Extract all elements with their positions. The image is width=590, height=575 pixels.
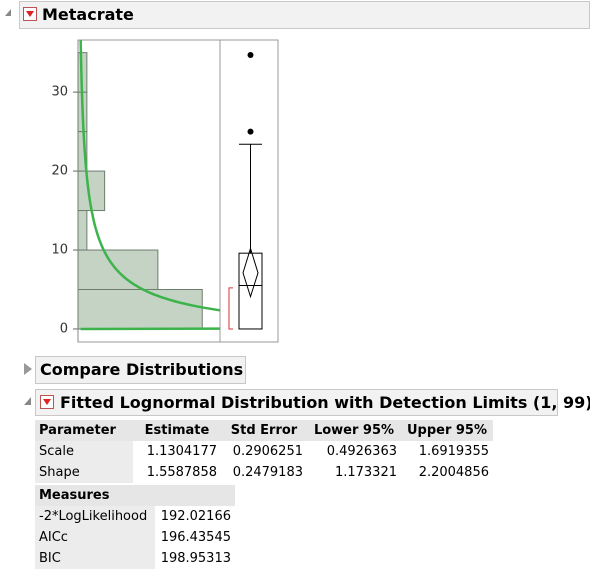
collapse-toggle[interactable]	[24, 397, 31, 405]
cell: 1.173321	[334, 465, 397, 480]
column-header: Std Error	[221, 420, 307, 441]
header-row: Measures	[35, 485, 235, 506]
cell: 1.5587858	[146, 465, 217, 480]
y-tick-label: 30	[51, 85, 68, 100]
section-header: Metacrate	[19, 1, 590, 29]
cell: 1.1304177	[146, 444, 217, 459]
column-header: Upper 95%	[401, 420, 493, 441]
column-header: Lower 95%	[307, 420, 401, 441]
y-tick-label: 20	[51, 164, 68, 179]
parameter-table: Parameter Estimate Std Error Lower 95% Upper…	[35, 420, 493, 483]
row-label: BIC	[35, 548, 155, 569]
column-header: Estimate	[133, 420, 221, 441]
row: Shape 1.5587858 0.2479183 1.173321 2.2004856	[35, 462, 493, 483]
header-row: Parameter Estimate Std Error Lower 95% Upper…	[35, 420, 493, 441]
column-header	[155, 485, 235, 506]
section-title: Metacrate	[42, 5, 134, 24]
row-label: Shape	[35, 462, 133, 483]
cell: 0.4926363	[326, 444, 397, 459]
section-header: Fitted Lognormal Distribution with Detec…	[35, 389, 590, 416]
cell: 0.2479183	[232, 465, 303, 480]
cell: 2.2004856	[418, 465, 489, 480]
plot-area: 0 10 20 30	[51, 39, 279, 343]
histogram-bar	[77, 288, 203, 330]
y-tick-label: 0	[60, 321, 68, 336]
row: -2*LogLikelihood 192.02166	[35, 506, 235, 527]
fitted-curve	[79, 40, 220, 331]
section-title: Compare Distributions	[40, 360, 244, 379]
cell: 192.02166	[160, 509, 231, 524]
section-header: Compare Distributions	[35, 356, 246, 384]
row: Scale 1.1304177 0.2906251 0.4926363 1.691935…	[35, 441, 493, 462]
row-label: Scale	[35, 441, 133, 462]
section-title: Fitted Lognormal Distribution with Detec…	[60, 393, 590, 412]
outlier	[247, 128, 254, 135]
red-triangle-menu[interactable]	[23, 7, 37, 21]
row-label: AICc	[35, 527, 155, 548]
mean-diamond	[242, 246, 259, 299]
outlier	[247, 52, 254, 59]
row-label: -2*LogLikelihood	[35, 506, 155, 527]
measures-table: Measures -2*LogLikelihood 192.02166 AICc 196…	[35, 485, 235, 569]
box	[238, 252, 263, 330]
column-header: Measures	[35, 485, 155, 506]
expand-toggle[interactable]	[24, 363, 32, 375]
shortest-half	[228, 287, 233, 330]
row: AICc 196.43545	[35, 527, 235, 548]
column-header: Parameter	[35, 420, 133, 441]
red-triangle-menu[interactable]	[40, 395, 54, 409]
cell: 1.6919355	[418, 444, 489, 459]
cell: 0.2906251	[232, 444, 303, 459]
cell: 198.95313	[160, 551, 231, 566]
cell: 196.43545	[160, 530, 231, 545]
row: BIC 198.95313	[35, 548, 235, 569]
collapse-toggle[interactable]	[5, 9, 11, 16]
histogram-bar	[77, 210, 88, 251]
y-tick-label: 10	[51, 243, 68, 258]
